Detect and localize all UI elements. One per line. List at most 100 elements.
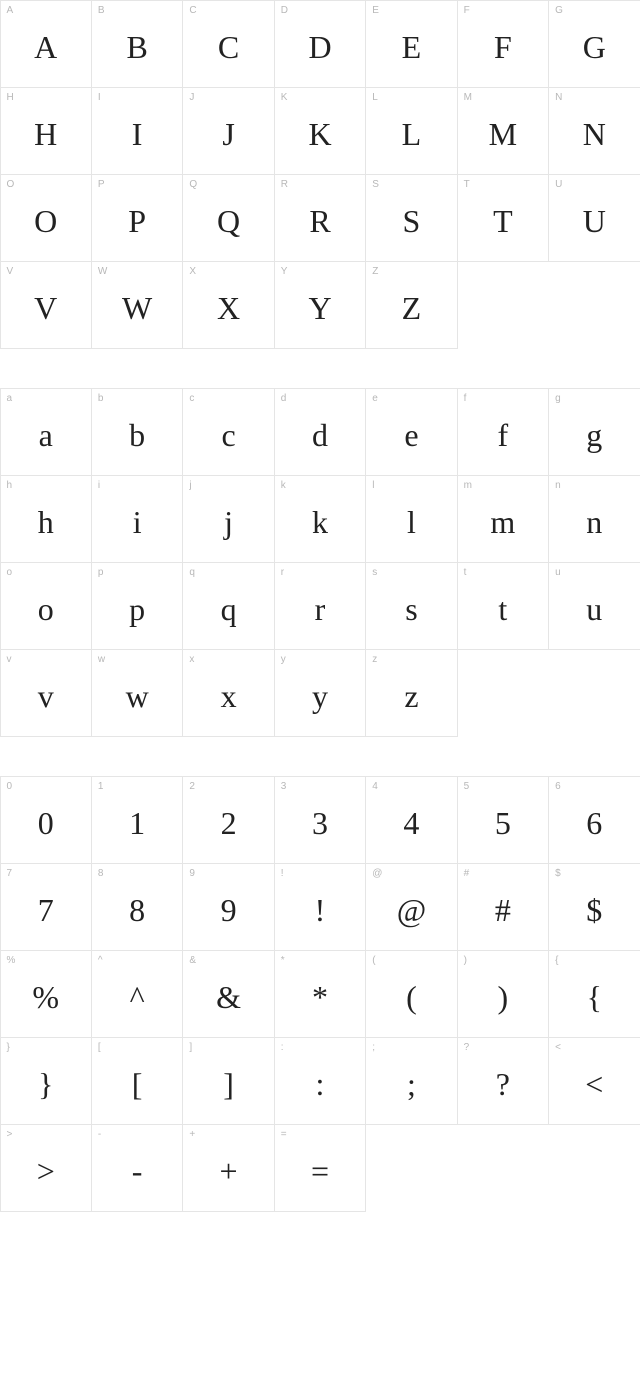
glyph-cell[interactable]: )) — [457, 950, 549, 1038]
glyph-cell[interactable]: UU — [548, 174, 640, 262]
glyph-cell[interactable]: ++ — [182, 1124, 274, 1212]
glyph-cell[interactable]: WW — [91, 261, 183, 349]
glyph-cell[interactable]: uu — [548, 562, 640, 650]
glyph-cell[interactable]: TT — [457, 174, 549, 262]
glyph-cell[interactable]: (( — [365, 950, 457, 1038]
glyph-cell[interactable]: 33 — [274, 776, 366, 864]
glyph-cell[interactable]: ee — [365, 388, 457, 476]
glyph-cell[interactable]: mm — [457, 475, 549, 563]
glyph-label: @ — [372, 868, 382, 879]
glyph-cell[interactable]: !! — [274, 863, 366, 951]
glyph-cell[interactable]: vv — [0, 649, 92, 737]
glyph-cell[interactable]: EE — [365, 0, 457, 88]
glyph-cell[interactable]: 22 — [182, 776, 274, 864]
glyph-label: s — [372, 567, 377, 578]
glyph-cell[interactable]: II — [91, 87, 183, 175]
glyph-cell[interactable]: ll — [365, 475, 457, 563]
glyph-cell[interactable]: yy — [274, 649, 366, 737]
glyph-cell[interactable]: %% — [0, 950, 92, 1038]
glyph-cell[interactable]: 77 — [0, 863, 92, 951]
glyph-cell[interactable]: :: — [274, 1037, 366, 1125]
glyph-cell[interactable]: gg — [548, 388, 640, 476]
glyph-cell[interactable]: 55 — [457, 776, 549, 864]
glyph-cell[interactable]: FF — [457, 0, 549, 88]
glyph-display: o — [38, 587, 54, 625]
glyph-cell[interactable]: [[ — [91, 1037, 183, 1125]
glyph-cell[interactable]: ZZ — [365, 261, 457, 349]
glyph-cell[interactable]: ?? — [457, 1037, 549, 1125]
glyph-cell[interactable]: xx — [182, 649, 274, 737]
glyph-cell[interactable]: {{ — [548, 950, 640, 1038]
glyph-cell[interactable]: -- — [91, 1124, 183, 1212]
glyph-cell[interactable]: ss — [365, 562, 457, 650]
glyph-cell[interactable]: XX — [182, 261, 274, 349]
glyph-cell[interactable]: bb — [91, 388, 183, 476]
glyph-cell[interactable]: tt — [457, 562, 549, 650]
glyph-cell[interactable]: aa — [0, 388, 92, 476]
glyph-cell[interactable]: rr — [274, 562, 366, 650]
glyph-cell[interactable]: AA — [0, 0, 92, 88]
glyph-cell[interactable]: DD — [274, 0, 366, 88]
glyph-cell[interactable]: BB — [91, 0, 183, 88]
glyph-label: 1 — [98, 781, 104, 792]
glyph-cell[interactable]: oo — [0, 562, 92, 650]
glyph-cell[interactable]: ^^ — [91, 950, 183, 1038]
glyph-cell[interactable]: OO — [0, 174, 92, 262]
glyph-cell[interactable]: @@ — [365, 863, 457, 951]
glyph-cell[interactable]: >> — [0, 1124, 92, 1212]
glyph-cell[interactable]: NN — [548, 87, 640, 175]
glyph-cell[interactable]: QQ — [182, 174, 274, 262]
glyph-cell[interactable]: PP — [91, 174, 183, 262]
glyph-cell[interactable]: ;; — [365, 1037, 457, 1125]
glyph-cell[interactable]: VV — [0, 261, 92, 349]
glyph-cell[interactable]: dd — [274, 388, 366, 476]
glyph-cell[interactable]: CC — [182, 0, 274, 88]
glyph-cell[interactable]: cc — [182, 388, 274, 476]
glyph-cell[interactable]: GG — [548, 0, 640, 88]
glyph-cell[interactable]: 88 — [91, 863, 183, 951]
glyph-cell[interactable]: hh — [0, 475, 92, 563]
glyph-cell[interactable]: && — [182, 950, 274, 1038]
glyph-cell[interactable]: 11 — [91, 776, 183, 864]
glyph-label: & — [189, 955, 196, 966]
glyph-cell[interactable]: 44 — [365, 776, 457, 864]
glyph-cell[interactable]: ii — [91, 475, 183, 563]
glyph-cell[interactable]: == — [274, 1124, 366, 1212]
glyph-cell[interactable]: nn — [548, 475, 640, 563]
glyph-label: Q — [189, 179, 197, 190]
glyph-display: 6 — [586, 801, 602, 839]
glyph-cell[interactable]: HH — [0, 87, 92, 175]
glyph-label: t — [464, 567, 467, 578]
glyph-cell[interactable]: MM — [457, 87, 549, 175]
glyph-cell[interactable]: jj — [182, 475, 274, 563]
glyph-cell[interactable]: pp — [91, 562, 183, 650]
glyph-cell[interactable]: JJ — [182, 87, 274, 175]
glyph-cell[interactable]: << — [548, 1037, 640, 1125]
glyph-cell[interactable]: ]] — [182, 1037, 274, 1125]
glyph-cell[interactable]: kk — [274, 475, 366, 563]
glyph-cell[interactable]: KK — [274, 87, 366, 175]
glyph-display: 7 — [38, 888, 54, 926]
glyph-cell[interactable]: ww — [91, 649, 183, 737]
glyph-label: $ — [555, 868, 561, 879]
glyph-cell[interactable]: ff — [457, 388, 549, 476]
glyph-label: { — [555, 955, 558, 966]
glyph-cell[interactable]: 99 — [182, 863, 274, 951]
glyph-display: k — [312, 500, 328, 538]
glyph-cell[interactable]: 00 — [0, 776, 92, 864]
glyph-display: y — [312, 674, 328, 712]
glyph-cell[interactable]: RR — [274, 174, 366, 262]
glyph-label: b — [98, 393, 104, 404]
glyph-cell[interactable]: 66 — [548, 776, 640, 864]
glyph-cell[interactable]: LL — [365, 87, 457, 175]
glyph-cell[interactable]: ** — [274, 950, 366, 1038]
glyph-cell[interactable]: qq — [182, 562, 274, 650]
glyph-cell[interactable]: }} — [0, 1037, 92, 1125]
glyph-label: 0 — [7, 781, 13, 792]
glyph-cell[interactable]: zz — [365, 649, 457, 737]
glyph-cell[interactable]: SS — [365, 174, 457, 262]
glyph-cell[interactable]: ## — [457, 863, 549, 951]
glyph-display: 0 — [38, 801, 54, 839]
glyph-cell[interactable]: YY — [274, 261, 366, 349]
glyph-cell[interactable]: $$ — [548, 863, 640, 951]
